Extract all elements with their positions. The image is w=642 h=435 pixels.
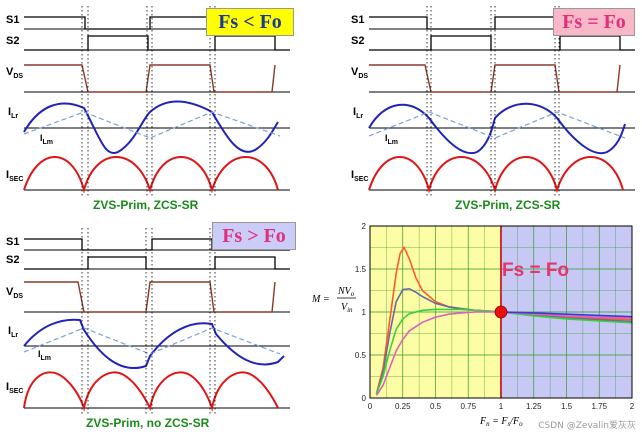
x-tick-label: 1 xyxy=(499,402,504,411)
isec-waveform xyxy=(24,157,278,190)
vds-label: VDS xyxy=(6,66,23,80)
vds-waveform xyxy=(369,65,620,92)
x-tick-label: 0.25 xyxy=(395,402,411,411)
ilm-label: ILm xyxy=(38,349,51,362)
mode-caption: ZVS-Prim, no ZCS-SR xyxy=(86,416,209,430)
watermark: CSDN @Zevalin爱灰灰 xyxy=(538,418,636,431)
isec-label: ISEC xyxy=(6,381,23,395)
isec-label: ISEC xyxy=(6,169,23,183)
x-tick-label: 2 xyxy=(630,402,635,411)
gain-chart: 0 0.25 0.5 0.75 1 1.25 1.5 1.75 2 0 0.5 1 1.5 2 Fs = … xyxy=(302,218,642,435)
y-tick-label: 2 xyxy=(362,222,367,231)
y-label-numerator: NVo xyxy=(337,286,355,298)
s2-waveform xyxy=(24,257,290,269)
y-axis-label: M = NVo Vin xyxy=(311,286,356,314)
resonant-point-marker xyxy=(495,306,507,318)
gain-chart-panel: 0 0.25 0.5 0.75 1 1.25 1.5 1.75 2 0 0.5 1 1.5 2 Fs = … xyxy=(302,218,642,435)
reference-lines xyxy=(24,250,290,408)
y-tick-label: 0 xyxy=(362,394,367,403)
s2-label: S2 xyxy=(6,254,19,266)
y-label-denominator: Vin xyxy=(341,302,353,314)
condition-title: Fs < Fo xyxy=(206,8,294,36)
vds-waveform xyxy=(24,65,275,92)
ilm-label: ILm xyxy=(40,133,53,146)
chart-title: Fs = Fo xyxy=(502,260,569,281)
s1-label: S1 xyxy=(6,236,19,248)
isec-waveform xyxy=(369,157,623,190)
s2-waveform xyxy=(24,36,290,50)
ilm-label: ILm xyxy=(385,133,398,146)
condition-title: Fs > Fo xyxy=(212,222,296,250)
ilr-waveform xyxy=(24,320,284,368)
y-tick-label: 1.5 xyxy=(355,265,367,274)
condition-title: Fs = Fo xyxy=(553,8,635,36)
isec-label: ISEC xyxy=(351,169,368,183)
y-tick-label: 1 xyxy=(362,308,367,317)
x-tick-label: 0.75 xyxy=(460,402,476,411)
ilr-label: ILr xyxy=(8,106,18,120)
isec-waveform xyxy=(24,372,278,408)
switching-markers xyxy=(82,6,215,196)
vds-label: VDS xyxy=(6,286,23,300)
s2-label: S2 xyxy=(6,35,19,47)
s1-label: S1 xyxy=(351,14,364,26)
y-label-m: M = xyxy=(311,294,330,305)
waveform-panel-fs-eq-fo: S1 S2 VDS ILr ILm ISEC Fs = Fo ZVS-Prim,… xyxy=(345,0,642,215)
x-axis-label: Fn = Fs/Fo xyxy=(479,416,523,428)
vds-label: VDS xyxy=(351,66,368,80)
reference-lines xyxy=(369,29,635,190)
waveform-diagram: S1 S2 VDS ILr ILm ISEC xyxy=(0,218,300,435)
x-tick-label: 1.5 xyxy=(561,402,573,411)
mode-caption: ZVS-Prim, ZCS-SR xyxy=(93,198,198,212)
s2-label: S2 xyxy=(351,35,364,47)
vds-waveform xyxy=(24,282,275,312)
x-tick-label: 1.75 xyxy=(591,402,607,411)
x-tick-label: 0 xyxy=(368,402,373,411)
waveform-panel-fs-gt-fo: S1 S2 VDS ILr ILm ISEC Fs > Fo ZVS-Prim,… xyxy=(0,218,300,435)
x-tick-label: 1.25 xyxy=(526,402,542,411)
ilr-waveform xyxy=(24,101,278,153)
switching-markers xyxy=(427,6,559,196)
s1-label: S1 xyxy=(6,14,19,26)
mode-caption: ZVS-Prim, ZCS-SR xyxy=(455,198,560,212)
s2-waveform xyxy=(369,36,635,50)
reference-lines xyxy=(24,29,290,190)
ilr-label: ILr xyxy=(353,106,363,120)
y-tick-label: 0.5 xyxy=(355,351,367,360)
waveform-panel-fs-lt-fo: S1 S2 VDS ILr ILm ISEC Fs < Fo ZVS-Prim,… xyxy=(0,0,300,215)
switching-markers xyxy=(82,228,215,414)
ilr-label: ILr xyxy=(8,325,18,339)
x-tick-label: 0.5 xyxy=(430,402,442,411)
